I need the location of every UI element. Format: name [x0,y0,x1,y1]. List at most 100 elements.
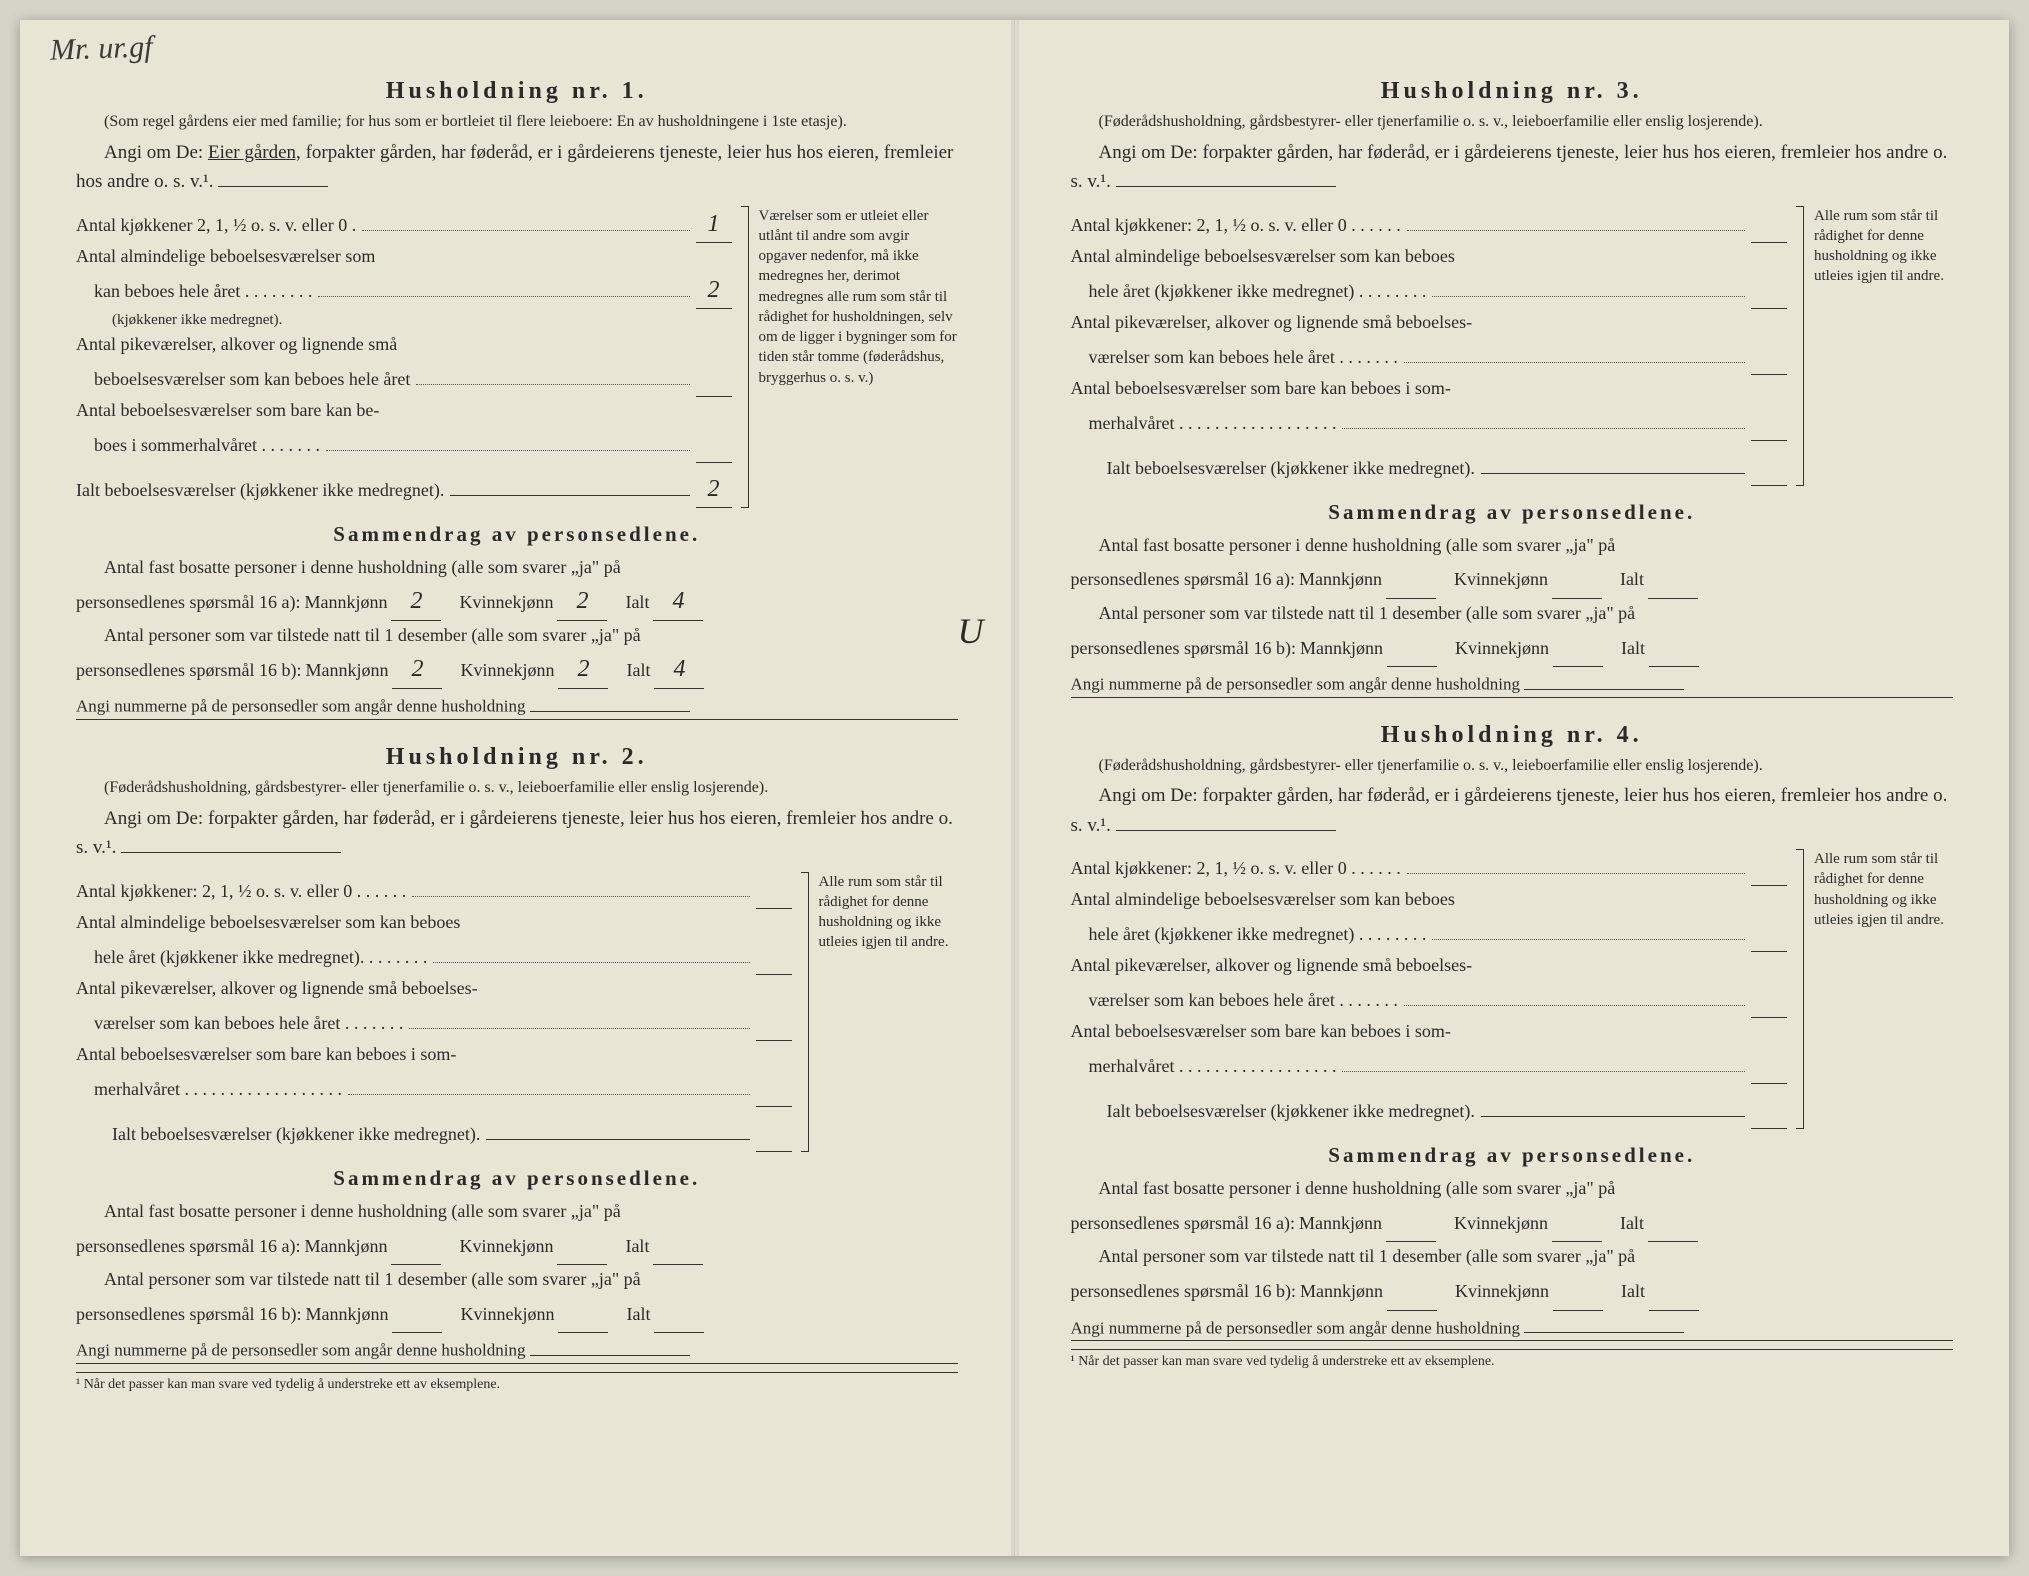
hh3-q16a-ialt-value [1648,559,1698,598]
hh4-pike-1: Antal pikeværelser, alkover og lignende … [1071,952,1788,979]
hh1-ialt-label: Ialt beboelsesværelser (kjøkkener ikke m… [76,477,444,504]
hh1-q16a-mann-label: Mannkjønn [304,588,387,617]
hh2-rooms-main: Antal kjøkkener: 2, 1, ½ o. s. v. eller … [76,872,792,1152]
hh1-tilstede-line: Antal personer som var tilstede natt til… [76,621,958,650]
hh3-rooms-main: Antal kjøkkener: 2, 1, ½ o. s. v. eller … [1071,206,1788,486]
hh4-kjokken-value [1751,849,1787,886]
hh3-fast-line: Antal fast bosatte personer i denne hush… [1071,531,1954,560]
hh1-nummer: Angi nummerne på de personsedler som ang… [76,693,958,720]
hh4-sidenote: Alle rum som står til rådighet for denne… [1803,849,1953,1129]
hh2-q16b-mann-label: Mannkjønn [305,1300,388,1329]
hh4-title: Husholdning nr. 4. [1071,722,1954,749]
hh2-fast-line: Antal fast bosatte personer i denne hush… [76,1197,958,1226]
page-left: Mr. ur.gf Husholdning nr. 1. (Som regel … [20,20,1015,1556]
hh1-fast-line: Antal fast bosatte personer i denne hush… [76,553,958,582]
hh1-q16a-kvinne-value: 2 [557,582,607,621]
hh1-pike-2: beboelsesværelser som kan beboes hele år… [76,366,410,393]
hh1-title: Husholdning nr. 1. [76,78,958,105]
hh3-title: Husholdning nr. 3. [1071,78,1954,105]
hh2-q16b-ialt-label: Ialt [626,1300,650,1329]
hh4-q16a-ialt-label: Ialt [1620,1209,1644,1238]
hh3-rooms-year-1: Antal almindelige beboelsesværelser som … [1071,243,1788,270]
hh1-q16b-ialt-value: 4 [654,650,704,689]
hh1-intro-underlined: Eier gården, [208,142,301,163]
hh3-kjokken-label: Antal kjøkkener: 2, 1, ½ o. s. v. eller … [1071,212,1401,239]
hh3-q16a-mann-value [1386,559,1436,598]
hh4-ialt-label: Ialt beboelsesværelser (kjøkkener ikke m… [1071,1098,1475,1125]
hh3-sidenote: Alle rum som står til rådighet for denne… [1803,206,1953,486]
hh2-intro: Angi om De: forpakter gården, har føderå… [76,805,958,862]
hh2-q16b-kvinne-label: Kvinnekjønn [460,1300,554,1329]
hh2-kjokken-label: Antal kjøkkener: 2, 1, ½ o. s. v. eller … [76,878,406,905]
hh3-q16b-kvinne-value [1553,628,1603,667]
hh1-q16a-label: personsedlenes spørsmål 16 a): [76,588,300,617]
hh2-q16a-kvinne-label: Kvinnekjønn [459,1232,553,1261]
hh1-intro-blank [218,166,328,187]
hh1-q16b-mann-value: 2 [392,650,442,689]
hh1-q16a-kvinne-label: Kvinnekjønn [459,588,553,617]
hh1-q16b-kvinne-value: 2 [558,650,608,689]
hh2-q16a-label: personsedlenes spørsmål 16 a): [76,1232,300,1261]
hh1-kjokken-label: Antal kjøkkener 2, 1, ½ o. s. v. eller 0… [76,212,356,239]
hh1-q16b-label: personsedlenes spørsmål 16 b): [76,656,301,685]
hh2-ialt-label: Ialt beboelsesværelser (kjøkkener ikke m… [76,1121,480,1148]
hh3-tilstede-line: Antal personer som var tilstede natt til… [1071,599,1954,628]
hh3-q16a: personsedlenes spørsmål 16 a): Mannkjønn… [1071,559,1954,598]
hh4-q16b-kvinne-value [1553,1271,1603,1310]
hh1-summer-2: boes i sommerhalvåret . . . . . . . [76,432,320,459]
hh4-rooms-year-2: hele året (kjøkkener ikke medregnet) . .… [1071,921,1427,948]
hh2-q16a-mann-value [391,1226,441,1265]
household-1: Husholdning nr. 1. (Som regel gårdens ei… [76,78,958,720]
hh3-kjokken-value [1751,206,1787,243]
hh3-pike-1: Antal pikeværelser, alkover og lignende … [1071,309,1788,336]
hh1-sidenote: Værelser som er utleiet eller utlånt til… [748,206,958,509]
hh4-q16b-mann-value [1387,1271,1437,1310]
hh4-q16a-kvinne-label: Kvinnekjønn [1454,1209,1548,1238]
hh4-summer-1: Antal beboelsesværelser som bare kan beb… [1071,1018,1788,1045]
hh1-q16a-mann-value: 2 [391,582,441,621]
hh1-kjokken-value: 1 [696,206,732,243]
hh3-q16b: personsedlenes spørsmål 16 b): Mannkjønn… [1071,628,1954,667]
hh2-tilstede-line: Antal personer som var tilstede natt til… [76,1265,958,1294]
hh2-q16b-mann-value [392,1294,442,1333]
hh1-q16b-kvinne-label: Kvinnekjønn [460,656,554,685]
hh1-q16b: personsedlenes spørsmål 16 b): Mannkjønn… [76,650,958,689]
hh1-intro-pre: Angi om De: [104,142,208,163]
hh3-sammendrag-title: Sammendrag av personsedlene. [1071,500,1954,525]
hh2-rooms-year-value [756,938,792,975]
hh4-rooms-year-value [1751,915,1787,952]
hh2-q16a-ialt-label: Ialt [625,1232,649,1261]
hh4-nummer-text: Angi nummerne på de personsedler som ang… [1071,1318,1520,1337]
hh3-q16b-label: personsedlenes spørsmål 16 b): [1071,634,1296,663]
hh1-pike-1: Antal pikeværelser, alkover og lignende … [76,331,732,358]
hh1-rooms-year-note: (kjøkkener ikke medregnet). [76,309,732,332]
hh2-footnote: ¹ Når det passer kan man svare ved tydel… [76,1372,958,1393]
hh4-rooms-block: Antal kjøkkener: 2, 1, ½ o. s. v. eller … [1071,849,1954,1129]
hh2-q16b-kvinne-value [558,1294,608,1333]
hh4-footnote: ¹ Når det passer kan man svare ved tydel… [1071,1349,1954,1370]
hh1-q16b-ialt-label: Ialt [626,656,650,685]
hh4-q16b-kvinne-label: Kvinnekjønn [1455,1277,1549,1306]
hh3-summer-value [1751,404,1787,441]
hh2-summer-2: merhalvåret . . . . . . . . . . . . . . … [76,1076,342,1103]
hh1-nummer-text: Angi nummerne på de personsedler som ang… [76,697,525,716]
hh3-summer-1: Antal beboelsesværelser som bare kan beb… [1071,375,1788,402]
hh4-summer-value [1751,1047,1787,1084]
hh3-nummer-text: Angi nummerne på de personsedler som ang… [1071,675,1520,694]
hh1-sammendrag-title: Sammendrag av personsedlene. [76,522,958,547]
hh2-pike-2: værelser som kan beboes hele året . . . … [76,1010,403,1037]
hh3-rooms-year-2: hele året (kjøkkener ikke medregnet) . .… [1071,278,1427,305]
hh2-summer-1: Antal beboelsesværelser som bare kan beb… [76,1041,792,1068]
hh1-q16b-mann-label: Mannkjønn [305,656,388,685]
hh4-q16a-label: personsedlenes spørsmål 16 a): [1071,1209,1295,1238]
hh4-q16b-mann-label: Mannkjønn [1300,1277,1383,1306]
hh3-subnote: (Føderådshusholdning, gårdsbestyrer- ell… [1071,111,1954,133]
hh2-kjokken-value [756,872,792,909]
hh4-q16a-mann-value [1386,1203,1436,1242]
hh2-q16a-mann-label: Mannkjønn [304,1232,387,1261]
hh4-q16b-ialt-value [1649,1271,1699,1310]
hh1-rooms-year-value: 2 [696,272,732,309]
hh4-sammendrag-title: Sammendrag av personsedlene. [1071,1143,1954,1168]
hh3-q16a-kvinne-label: Kvinnekjønn [1454,565,1548,594]
hh1-intro: Angi om De: Eier gården, forpakter gårde… [76,139,958,196]
